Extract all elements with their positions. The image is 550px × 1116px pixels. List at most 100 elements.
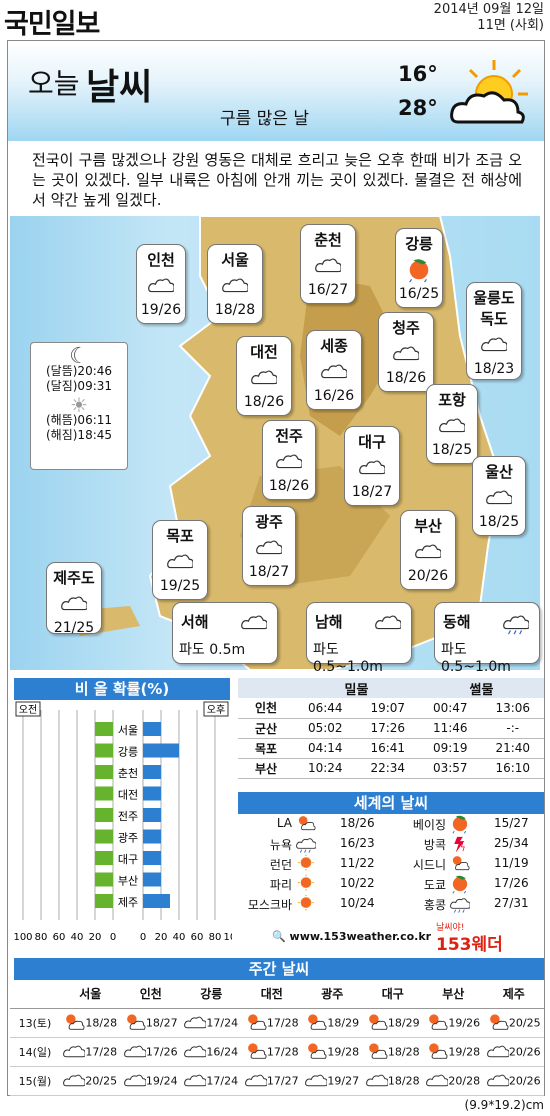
weekly-city: 부산 [442, 987, 465, 1002]
world-city: 시드니 [412, 858, 446, 872]
city-temp: 20/26 [407, 568, 449, 584]
weekly-temp: 17/24 [206, 1074, 239, 1087]
rain-icon [450, 898, 470, 913]
weekly-temp: 19/28 [327, 1045, 360, 1058]
weekly-day: 14(일) [18, 1045, 52, 1059]
weekly-row: 14(일) 17/28 17/26 16/24 17/28 19/28 18/28 19/28… [10, 1037, 544, 1066]
tide-time: 17:26 [370, 721, 406, 735]
city-temp: 18/27 [351, 484, 393, 500]
rain-city-label: 춘천 [118, 766, 138, 780]
world-weather-title: 세계의 날씨 [238, 792, 544, 814]
weekly-temp: 17/28 [266, 1016, 299, 1029]
sun-icon [298, 894, 314, 911]
world-city-row: 도쿄 17/26 [392, 874, 542, 894]
sea-wave: 파도 0.5m [179, 642, 246, 658]
weather-url[interactable]: 🔍 www.153weather.co.kr [272, 930, 431, 943]
sun-cloud-icon [127, 1013, 146, 1030]
weekly-temp: 17/26 [145, 1045, 178, 1058]
rain-city-label: 광주 [118, 832, 138, 845]
weekly-row: 15(월) 20/25 19/24 17/24 17/27 19/27 18/28 20/28… [10, 1066, 544, 1095]
cloud-icon [439, 418, 465, 433]
city-temp: 18/26 [385, 370, 427, 386]
tide-time: 06:44 [307, 700, 343, 715]
sun-cloud-icon [248, 1042, 267, 1059]
cloud-icon [245, 1074, 267, 1086]
sunset-time: (해짐)18:45 [45, 428, 113, 442]
cloud-icon [167, 554, 193, 569]
axis-tick: 100 [14, 932, 33, 943]
sun-cloud-icon [308, 1013, 327, 1030]
cloud-icon [393, 346, 419, 361]
cloud-icon [375, 615, 401, 630]
tide-time: 05:02 [307, 721, 343, 735]
sun-cloud-icon [429, 1042, 448, 1059]
cloud-icon [487, 1074, 509, 1086]
weekly-temp: 19/28 [448, 1045, 481, 1058]
rain-city-label: 제주 [118, 896, 138, 909]
city-temp: 16/27 [307, 282, 349, 298]
world-city: LA [276, 816, 292, 830]
am-label: 오전 [19, 704, 37, 716]
tide-low-header: 썰물 [469, 682, 494, 698]
weekly-temp: 18/29 [327, 1016, 360, 1029]
world-temp: 11/19 [494, 856, 529, 870]
world-city: 베이징 [412, 818, 446, 832]
world-weather-list: LA 18/26 뉴욕 16/23 런던 11/22 파리 10/22 모스크바 10/24 베이징… [238, 814, 544, 914]
tide-time: 11:46 [432, 721, 468, 735]
cloud-icon [184, 1045, 207, 1057]
weather-url-text: www.153weather.co.kr [289, 930, 432, 943]
cloud-icon [124, 1045, 146, 1057]
axis-tick: 60 [191, 932, 204, 943]
world-temp: 10/22 [340, 876, 375, 890]
city-box-5: 대전 18/26 [236, 336, 292, 416]
sun-cloud-icon [429, 1013, 448, 1030]
sun-icon [298, 874, 314, 891]
weekly-row: 13(토) 18/28 18/27 17/24 17/28 18/29 18/29 19/26… [10, 1008, 544, 1037]
sun-cloud-icon [248, 1013, 267, 1030]
city-name: 목포 [166, 527, 194, 545]
world-city-row: 홍콩 27/31 [392, 894, 542, 914]
size-note: (9.9*19.2)cm [464, 1098, 544, 1112]
moonrise-time: (달뜸)20:46 [45, 364, 113, 378]
sea-wave: 파도 0.5~1.0m [441, 642, 511, 675]
pm-bar [143, 765, 161, 779]
city-name: 제주도 [53, 569, 95, 587]
city-temp: 16/26 [313, 388, 355, 404]
tide-city: 군산 [254, 721, 278, 736]
cloud-icon [315, 258, 341, 273]
tide-row: 인천 06:44 19:07 00:47 13:06 [238, 698, 544, 718]
cloud-icon [184, 1016, 207, 1028]
world-city: 홍콩 [423, 898, 446, 912]
weekly-city: 광주 [321, 987, 344, 1002]
sea-name: 남해 [315, 613, 343, 631]
city-name: 춘천 [314, 231, 342, 249]
rain-city-label: 부산 [118, 875, 138, 888]
sea-wave: 파도 0.5~1.0m [313, 642, 383, 675]
am-bar [95, 786, 113, 801]
city-name: 세종 [320, 337, 348, 355]
world-city: 방콕 [423, 838, 446, 852]
tide-time: 03:57 [432, 761, 468, 775]
title-weather: 날씨 [86, 67, 153, 108]
city-name: 대전 [250, 343, 278, 361]
world-city-row: 베이징 15/27 [392, 814, 542, 834]
axis-tick: 40 [173, 932, 186, 943]
city-temp: 18/28 [214, 302, 256, 318]
world-temp: 16/23 [340, 836, 375, 850]
sun-icon [298, 854, 314, 871]
newspaper-logo: 국민일보 [4, 9, 100, 40]
city-box-1: 서울 18/28 [207, 244, 263, 324]
world-city: 뉴욕 [269, 838, 292, 852]
axis-tick: 0 [110, 932, 116, 943]
cloud-icon [241, 615, 267, 630]
weekly-temp: 20/26 [508, 1045, 541, 1058]
tide-time: 21:40 [495, 741, 531, 755]
sea-box-2: 동해 파도 0.5~1.0m [434, 602, 540, 675]
city-name: 강릉 [405, 235, 433, 253]
rain-city-label: 강릉 [118, 746, 138, 759]
tide-city: 부산 [254, 761, 278, 776]
weekly-temp: 19/24 [145, 1074, 178, 1087]
city-name: 울릉도 [473, 289, 515, 307]
